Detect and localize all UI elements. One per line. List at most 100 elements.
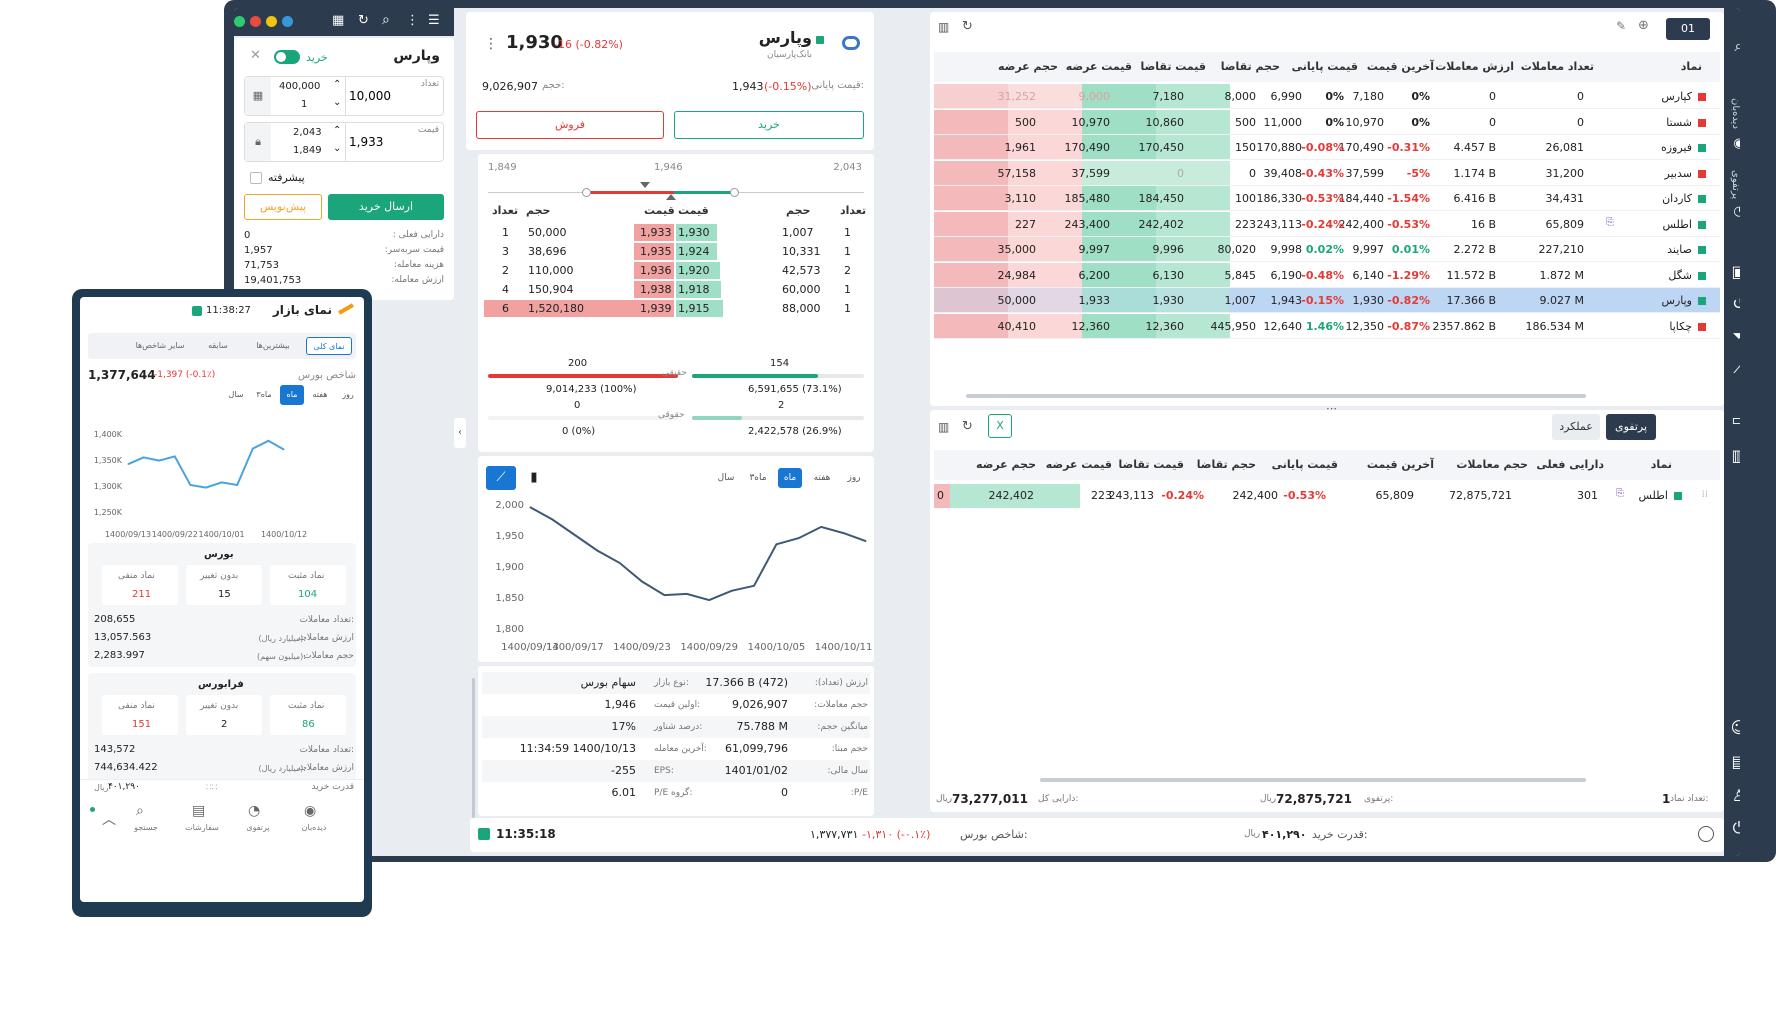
search-icon[interactable]: ⌕	[1734, 36, 1740, 55]
pf-drag-icon[interactable]: ⁞⁞	[1701, 489, 1708, 500]
window-dot-blue[interactable]	[282, 16, 293, 27]
nav-eye-icon[interactable]: ◉	[304, 803, 317, 819]
watchlist-header[interactable]: ارزش معاملات	[1435, 60, 1514, 73]
mobile-drag-handle[interactable]: ∷∷	[206, 783, 218, 793]
eye-watch-icon[interactable]	[842, 36, 860, 50]
qty-max[interactable]: 400,000	[279, 81, 321, 92]
bourse-neutral-box[interactable]	[186, 565, 262, 605]
qty-down-icon[interactable]: ⌄	[333, 97, 342, 108]
fara-neutral-box[interactable]	[186, 695, 262, 735]
price-down-icon[interactable]: ⌄	[333, 143, 342, 154]
history-icon[interactable]: ↺	[1732, 294, 1740, 313]
bar-chart-icon[interactable]: ▥	[1731, 446, 1740, 465]
watchlist-header[interactable]: آخرین قیمت	[1366, 60, 1434, 73]
bid-price[interactable]: 1,918	[678, 283, 710, 296]
portfolio-header[interactable]: نماد	[1650, 458, 1672, 471]
eye-icon[interactable]: ◉	[1733, 136, 1740, 151]
pf-symbol[interactable]: اطلس	[1638, 489, 1668, 502]
nav-basket-icon[interactable]: ▤	[192, 803, 206, 819]
price-input[interactable]	[349, 135, 419, 149]
range-handle-left[interactable]	[582, 188, 591, 197]
nav-label-0[interactable]: دیده‌بان	[301, 823, 327, 832]
watchlist-header[interactable]: حجم تقاضا	[1220, 60, 1280, 73]
ask-price[interactable]: 1,939	[640, 302, 672, 315]
portfolio-header[interactable]: آخرین قیمت	[1366, 458, 1434, 471]
symbol-cell[interactable]: کپارس	[1661, 90, 1692, 103]
symbol-cell[interactable]: شگل	[1668, 268, 1692, 282]
bourse-negative-box[interactable]	[102, 565, 178, 605]
buy-toggle[interactable]	[274, 50, 300, 64]
period-button-1[interactable]: هفته	[813, 473, 831, 483]
symbol-cell[interactable]: شستا	[1666, 115, 1692, 129]
mobile-tab-3[interactable]: سایر شاخص‌ها	[135, 341, 185, 350]
line-chart-button[interactable]: ⟋	[486, 466, 516, 490]
watchlist-header[interactable]: قیمت تقاضا	[1140, 60, 1206, 73]
period-button-4[interactable]: سال	[228, 390, 244, 399]
portfolio-header[interactable]: حجم معاملات	[1456, 458, 1528, 471]
pie-icon[interactable]: ◔	[1733, 204, 1740, 219]
portfolio-columns-icon[interactable]: ▥	[938, 420, 950, 434]
sell-button[interactable]: فروش	[476, 111, 664, 139]
portfolio-scrollbar[interactable]	[1040, 778, 1586, 782]
menu-toolbar-icon[interactable]: ⋮	[406, 13, 419, 28]
calendar-icon[interactable]: ▣	[1731, 262, 1740, 281]
collapse-left-icon[interactable]: ‹	[454, 418, 466, 448]
watchlist-header[interactable]: نماد	[1680, 60, 1702, 73]
symbol-cell[interactable]: صایند	[1667, 243, 1692, 256]
portfolio-header[interactable]: قیمت عرضه	[1045, 458, 1112, 471]
watchlist-header[interactable]: قیمت عرضه	[1065, 60, 1132, 73]
calc-toolbar-icon[interactable]: ▦	[332, 13, 345, 28]
watchlist-header[interactable]: قیمت پایانی	[1291, 60, 1358, 73]
message-icon[interactable]: ▭	[1731, 410, 1740, 429]
mobile-tab-1[interactable]: بیشترین‌ها	[256, 341, 290, 350]
tab-portfolio[interactable]: پرتفوی	[1606, 414, 1656, 440]
fara-negative-box[interactable]	[102, 695, 178, 735]
nav-label-2[interactable]: سفارشات	[185, 823, 219, 832]
range-handle-right[interactable]	[730, 188, 739, 197]
calculator-icon[interactable]: ▦	[245, 77, 271, 115]
portfolio-header[interactable]: قیمت پایانی	[1271, 458, 1338, 471]
bid-price[interactable]: 1,920	[678, 264, 710, 277]
ask-price[interactable]: 1,938	[640, 283, 672, 296]
portfolio-refresh-icon[interactable]: ↻	[962, 419, 973, 434]
period-button-2[interactable]: ماه	[280, 385, 304, 405]
nav-label-1[interactable]: پرتفوی	[246, 823, 270, 832]
refresh-icon[interactable]: ↻	[962, 19, 973, 34]
edit-icon[interactable]: ✎	[1616, 19, 1627, 33]
portfolio-header[interactable]: قیمت تقاضا	[1118, 458, 1184, 471]
portfolio-header[interactable]: حجم عرضه	[976, 458, 1036, 471]
bid-price[interactable]: 1,915	[678, 302, 710, 315]
chart-icon[interactable]: ⟋	[1733, 358, 1740, 377]
qty-up-icon[interactable]: ⌃	[333, 79, 342, 90]
period-button-3[interactable]: ۳ماه	[749, 473, 767, 483]
horizontal-scrollbar[interactable]	[966, 394, 1586, 398]
close-icon[interactable]: ✕	[250, 48, 261, 63]
more-icon[interactable]: ⋮	[484, 36, 498, 52]
layout-icon[interactable]: ▤	[1731, 752, 1740, 771]
ask-price[interactable]: 1,933	[640, 226, 672, 239]
excel-icon[interactable]: X	[988, 414, 1012, 438]
qty-min[interactable]: 1	[301, 99, 308, 110]
list-toolbar-icon[interactable]: ☰	[428, 13, 440, 28]
price-min[interactable]: 1,849	[293, 145, 322, 156]
symbol-cell[interactable]: وپارس	[1661, 294, 1692, 307]
tab-performance[interactable]: عملکرد	[1552, 414, 1600, 440]
period-button-0[interactable]: روز	[342, 390, 354, 399]
sidebar-watchlist-label[interactable]: دیده‌بان	[1730, 98, 1740, 129]
advanced-checkbox[interactable]	[250, 172, 262, 184]
user-icon[interactable]	[1698, 826, 1714, 842]
send-buy-button[interactable]: ارسال خرید	[328, 194, 444, 220]
ask-price[interactable]: 1,936	[640, 264, 672, 277]
watchlist-tab[interactable]: 01	[1666, 18, 1710, 40]
draft-button[interactable]: پیش‌نویس	[244, 194, 322, 220]
nav-search-icon[interactable]: ⌕	[136, 803, 144, 819]
symbol-cell[interactable]: سدبیر	[1664, 166, 1692, 180]
window-dot-red[interactable]	[250, 16, 261, 27]
portfolio-header[interactable]: حجم تقاضا	[1196, 458, 1256, 471]
bid-price[interactable]: 1,930	[678, 226, 710, 239]
period-button-2[interactable]: ماه	[778, 468, 802, 488]
bourse-positive-box[interactable]	[270, 565, 346, 605]
ask-price[interactable]: 1,935	[640, 245, 672, 258]
symbol-cell[interactable]: اطلس	[1662, 217, 1692, 231]
support-icon[interactable]: ☺	[1730, 718, 1740, 737]
